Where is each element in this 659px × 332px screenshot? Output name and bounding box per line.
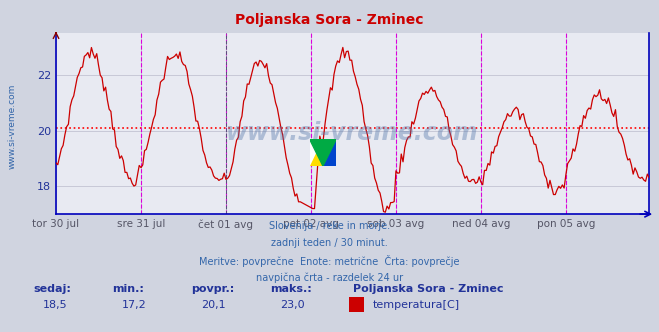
Text: maks.:: maks.: xyxy=(270,284,312,294)
Text: min.:: min.: xyxy=(112,284,144,294)
Text: sedaj:: sedaj: xyxy=(33,284,71,294)
Text: zadnji teden / 30 minut.: zadnji teden / 30 minut. xyxy=(271,238,388,248)
Text: www.si-vreme.com: www.si-vreme.com xyxy=(226,121,479,145)
Text: Poljanska Sora - Zminec: Poljanska Sora - Zminec xyxy=(235,13,424,27)
Polygon shape xyxy=(323,139,336,166)
Text: navpična črta - razdelek 24 ur: navpična črta - razdelek 24 ur xyxy=(256,273,403,283)
Polygon shape xyxy=(310,139,336,166)
Text: Meritve: povprečne  Enote: metrične  Črta: povprečje: Meritve: povprečne Enote: metrične Črta:… xyxy=(199,255,460,267)
Text: temperatura[C]: temperatura[C] xyxy=(372,300,459,310)
Text: Poljanska Sora - Zminec: Poljanska Sora - Zminec xyxy=(353,284,503,294)
Text: 17,2: 17,2 xyxy=(122,300,147,310)
Text: 20,1: 20,1 xyxy=(201,300,225,310)
Polygon shape xyxy=(310,139,323,166)
Text: povpr.:: povpr.: xyxy=(191,284,235,294)
Text: www.si-vreme.com: www.si-vreme.com xyxy=(8,83,17,169)
Text: Slovenija / reke in morje.: Slovenija / reke in morje. xyxy=(269,221,390,231)
Text: 18,5: 18,5 xyxy=(43,300,67,310)
Text: 23,0: 23,0 xyxy=(280,300,304,310)
